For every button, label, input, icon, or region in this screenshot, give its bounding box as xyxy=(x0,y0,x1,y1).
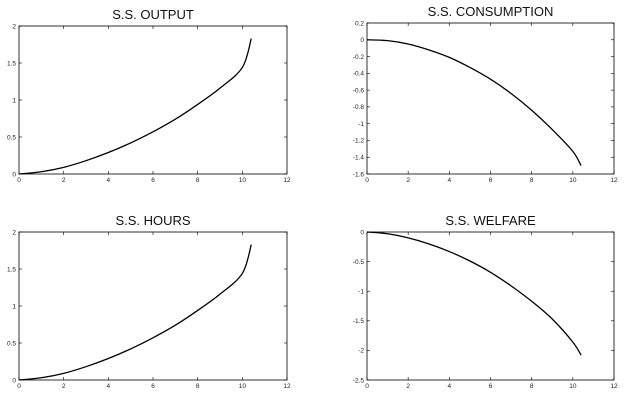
x-tick-label: 8 xyxy=(196,383,200,390)
y-tick-label: 1 xyxy=(12,303,16,310)
x-tick-label: 12 xyxy=(283,177,291,184)
y-tick-label: -1.4 xyxy=(353,155,365,162)
x-tick-label: 6 xyxy=(151,383,155,390)
y-tick-label: -2.5 xyxy=(353,377,365,384)
y-tick-label: -0.2 xyxy=(353,54,365,61)
x-tick-label: 12 xyxy=(283,383,291,390)
y-tick-label: 0 xyxy=(360,229,364,236)
series-layer xyxy=(18,38,252,175)
x-tick-label: 10 xyxy=(569,177,577,184)
tick-layer: 0 2 4 6 8 10 12 0 0.5 1 1.5 2 xyxy=(7,23,291,184)
panel-consumption: S.S. CONSUMPTION 0 2 4 6 8 10 12 0.2 0 -0.2 -0.4 -0… xyxy=(353,4,618,184)
y-tick-label: -0.6 xyxy=(353,87,365,94)
y-tick-label: 2 xyxy=(12,23,16,30)
x-tick-label: 0 xyxy=(365,383,369,390)
y-tick-label: -2 xyxy=(358,348,364,355)
y-tick-label: -1.2 xyxy=(353,138,365,145)
y-tick-label: -1.5 xyxy=(353,318,365,325)
series-line xyxy=(18,38,252,175)
y-tick-label: 0 xyxy=(360,37,364,44)
x-tick-label: 4 xyxy=(448,177,452,184)
x-tick-label: 0 xyxy=(17,177,21,184)
y-tick-label: -0.8 xyxy=(353,104,365,111)
panel-title: S.S. HOURS xyxy=(115,213,190,228)
axes-frame xyxy=(18,231,288,381)
x-tick-label: 12 xyxy=(610,177,618,184)
x-tick-label: 2 xyxy=(406,383,410,390)
x-tick-label: 2 xyxy=(406,177,410,184)
x-tick-label: 6 xyxy=(489,177,493,184)
y-tick-label: 0.2 xyxy=(355,20,364,27)
y-tick-label: 2 xyxy=(12,229,16,236)
y-tick-label: 1 xyxy=(12,97,16,104)
x-tick-label: 10 xyxy=(239,383,247,390)
x-tick-label: 12 xyxy=(610,383,618,390)
series-line xyxy=(366,39,582,166)
x-tick-label: 0 xyxy=(17,383,21,390)
series-layer xyxy=(366,39,582,166)
panel-title: S.S. CONSUMPTION xyxy=(428,4,554,19)
tick-layer: 0 2 4 6 8 10 12 0 0.5 1 1.5 2 xyxy=(7,229,291,390)
series-line xyxy=(18,244,252,381)
x-tick-label: 0 xyxy=(365,177,369,184)
x-tick-label: 4 xyxy=(107,383,111,390)
axes-frame xyxy=(18,25,288,175)
y-tick-label: 0 xyxy=(12,377,16,384)
y-tick-label: -0.4 xyxy=(353,71,365,78)
y-tick-label: 0 xyxy=(12,171,16,178)
x-tick-label: 10 xyxy=(569,383,577,390)
x-tick-label: 10 xyxy=(239,177,247,184)
panel-output: S.S. OUTPUT 0 2 4 6 8 10 12 0 0.5 1 1.5 2 xyxy=(7,7,291,184)
y-tick-label: -1 xyxy=(358,121,364,128)
panel-hours: S.S. HOURS 0 2 4 6 8 10 12 0 0.5 1 1.5 2 xyxy=(7,213,291,390)
x-tick-label: 4 xyxy=(107,177,111,184)
y-tick-label: 0.5 xyxy=(7,134,16,141)
y-tick-label: -1 xyxy=(358,289,364,296)
x-tick-label: 6 xyxy=(151,177,155,184)
panel-title: S.S. WELFARE xyxy=(445,213,536,228)
x-tick-label: 8 xyxy=(530,177,534,184)
series-layer xyxy=(366,231,582,356)
series-layer xyxy=(18,244,252,381)
y-tick-label: -1.6 xyxy=(353,171,365,178)
x-tick-label: 8 xyxy=(530,383,534,390)
axes-frame xyxy=(366,231,615,381)
tick-layer: 0 2 4 6 8 10 12 0 -0.5 -1 -1.5 -2 -2.5 xyxy=(353,229,618,390)
y-tick-label: 0.5 xyxy=(7,340,16,347)
x-tick-label: 4 xyxy=(448,383,452,390)
panel-title: S.S. OUTPUT xyxy=(112,7,194,22)
panel-welfare: S.S. WELFARE 0 2 4 6 8 10 12 0 -0.5 -1 -1.5 -2 -2.5 xyxy=(353,213,618,390)
x-tick-label: 2 xyxy=(62,383,66,390)
x-tick-label: 8 xyxy=(196,177,200,184)
axes-frame xyxy=(366,22,615,175)
x-tick-label: 2 xyxy=(62,177,66,184)
y-tick-label: 1.5 xyxy=(7,60,16,67)
x-tick-label: 6 xyxy=(489,383,493,390)
series-line xyxy=(366,231,582,356)
y-tick-label: 1.5 xyxy=(7,266,16,273)
tick-layer: 0 2 4 6 8 10 12 0.2 0 -0.2 -0.4 -0.6 -0.8 -1 -1.2 -1.4 -… xyxy=(353,20,618,184)
y-tick-label: -0.5 xyxy=(353,259,365,266)
